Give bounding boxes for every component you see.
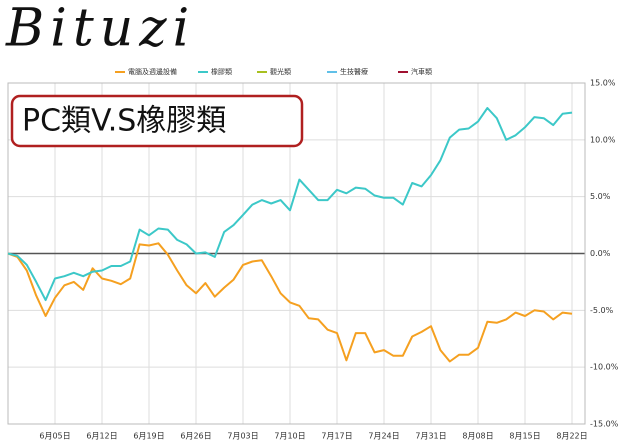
legend-item: 汽車類 — [398, 67, 432, 76]
x-tick-label: 8月08日 — [462, 432, 493, 441]
legend-label: 汽車類 — [411, 67, 432, 76]
x-tick-label: 8月15日 — [509, 432, 540, 441]
legend-item: 電腦及週邊設備 — [115, 67, 177, 76]
legend-item: 生技醫療 — [327, 67, 368, 76]
y-tick-label: -5.0% — [590, 306, 614, 315]
x-tick-label: 8月22日 — [556, 432, 587, 441]
x-tick-label: 7月03日 — [227, 432, 258, 441]
x-tick-label: 6月12日 — [86, 432, 117, 441]
x-tick-label: 6月26日 — [180, 432, 211, 441]
x-tick-label: 7月17日 — [321, 432, 352, 441]
x-tick-label: 7月31日 — [415, 432, 446, 441]
legend-item: 觀光類 — [257, 67, 291, 76]
y-tick-label: -15.0% — [590, 420, 619, 429]
chart-title: PC類V.S橡膠類 — [22, 104, 226, 139]
legend-label: 生技醫療 — [340, 67, 368, 76]
x-tick-label: 6月19日 — [133, 432, 164, 441]
y-tick-label: 10.0% — [590, 135, 616, 144]
logo: Bituzi — [5, 0, 195, 59]
title-box — [10, 94, 304, 148]
legend-label: 觀光類 — [270, 67, 291, 76]
y-tick-label: -10.0% — [590, 363, 619, 372]
legend-label: 橡膠類 — [211, 67, 232, 76]
series-line — [7, 242, 573, 363]
x-tick-label: 6月05日 — [39, 432, 70, 441]
x-tick-label: 7月10日 — [274, 432, 305, 441]
series-line — [7, 107, 573, 302]
legend-label: 電腦及週邊設備 — [128, 67, 177, 76]
y-tick-label: 5.0% — [590, 192, 611, 201]
legend-item: 橡膠類 — [198, 67, 232, 76]
x-tick-label: 7月24日 — [368, 432, 399, 441]
y-tick-label: 15.0% — [590, 79, 616, 88]
y-tick-label: 0.0% — [590, 249, 611, 258]
